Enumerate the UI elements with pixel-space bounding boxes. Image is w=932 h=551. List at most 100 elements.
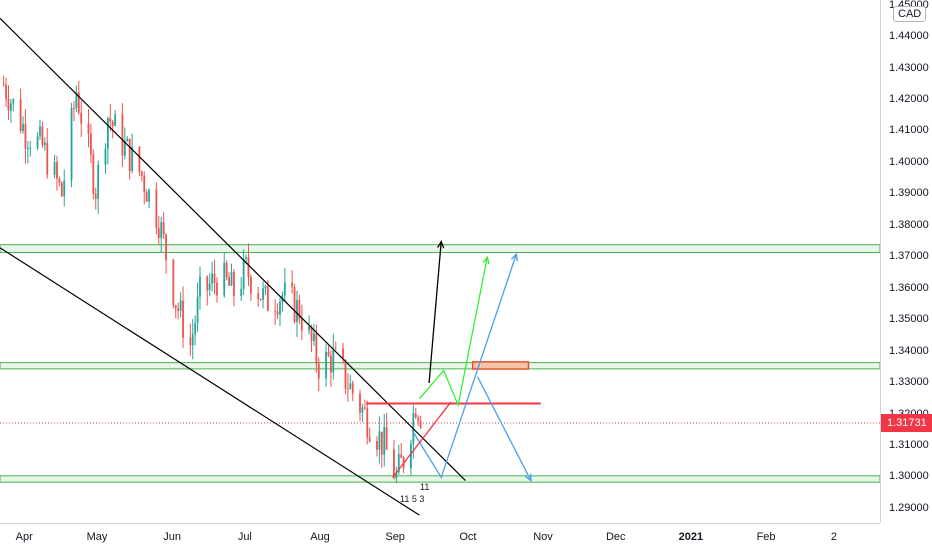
candle-body: [242, 258, 245, 289]
candle-body: [179, 300, 182, 311]
candle-body: [247, 257, 250, 277]
candle-body: [245, 257, 247, 259]
candle-body: [10, 103, 12, 111]
candle-body: [19, 99, 22, 131]
time-tick-label: Sep: [385, 531, 405, 543]
candle-body: [240, 288, 243, 297]
candle-body: [145, 191, 148, 202]
price-tick-label: 1.35000: [889, 313, 929, 326]
price-chart[interactable]: [0, 0, 880, 523]
price-tick-label: 1.31000: [889, 438, 929, 451]
candle-body: [366, 408, 369, 438]
candle-body: [39, 126, 41, 137]
candle-body: [228, 277, 230, 286]
candle-body: [56, 162, 58, 179]
time-tick-label: Oct: [459, 531, 477, 543]
price-tick-label: 1.38000: [889, 218, 929, 231]
candle-body: [7, 99, 10, 111]
candle-body: [194, 323, 197, 335]
candle-body: [397, 454, 400, 473]
candle-body: [223, 262, 226, 296]
candle-body: [109, 117, 112, 122]
candle-body: [157, 227, 160, 239]
price-tick-label: 1.43000: [889, 61, 929, 74]
candle-body: [400, 454, 403, 458]
candle-body: [160, 222, 163, 239]
time-tick-label: Jun: [163, 531, 181, 543]
price-tick-label: 1.41000: [889, 124, 929, 137]
price-tick-label: 1.30000: [889, 470, 929, 483]
candle-body: [332, 348, 335, 373]
candle-body: [266, 286, 269, 311]
candle-body: [90, 133, 92, 155]
candle-body: [208, 283, 211, 291]
candle-body: [315, 333, 318, 364]
candle-body: [94, 193, 97, 199]
price-axis[interactable]: 1.45000 1.44000 1.43000 1.42000 1.41000 1.400…: [880, 0, 932, 523]
candle-body: [279, 301, 281, 315]
last-price-badge: 1.31731: [881, 414, 932, 432]
candle-body: [414, 413, 417, 418]
candle-body: [330, 355, 332, 373]
candle-body: [106, 117, 109, 149]
candle-body: [298, 300, 301, 320]
candle-body: [283, 282, 286, 296]
time-tick-label: Aug: [310, 531, 330, 543]
candle-body: [26, 148, 29, 150]
candle-body: [257, 293, 260, 299]
candle-body: [138, 146, 141, 172]
candle-body: [114, 114, 117, 126]
candle-body: [211, 273, 214, 284]
candle-body: [291, 282, 294, 288]
candle-body: [308, 326, 310, 331]
candle-body: [77, 92, 80, 113]
candle-body: [259, 298, 262, 300]
time-tick-label: Feb: [756, 531, 776, 543]
currency-badge[interactable]: CAD: [893, 6, 927, 22]
candle-body: [351, 383, 354, 394]
candle-body: [196, 296, 199, 324]
time-tick-label: 2021: [678, 531, 704, 543]
candle-body: [376, 441, 378, 450]
time-tick-label: Apr: [15, 531, 33, 543]
candle-body: [104, 148, 107, 165]
candle-body: [206, 276, 209, 291]
candle-body: [73, 107, 75, 109]
price-tick-label: 1.29000: [889, 501, 929, 514]
price-tick-label: 1.36000: [889, 281, 929, 294]
candle-body: [174, 305, 177, 309]
candle-body: [250, 276, 252, 294]
price-tick-label: 1.45000: [889, 0, 929, 11]
projection-arrowhead-blue-1: [511, 252, 518, 262]
support-zone-2: [0, 362, 880, 370]
candle-body: [385, 427, 388, 450]
candle-body: [334, 348, 337, 350]
candle-body: [216, 282, 218, 296]
candle-body: [75, 92, 78, 109]
time-axis[interactable]: Apr May Jun Jul Aug Sep Oct Nov Dec 2021 Feb 2: [0, 523, 880, 551]
candle-body: [2, 84, 5, 86]
candle-body: [274, 310, 277, 312]
candle-body: [344, 360, 347, 389]
candle-body: [264, 286, 267, 289]
projection-black: [428, 241, 442, 384]
time-tick-label: Nov: [533, 531, 553, 543]
event-badge-1[interactable]: 11: [420, 482, 430, 492]
candle-body: [12, 99, 15, 104]
candle-body: [41, 126, 44, 146]
time-tick-label: 2: [830, 531, 837, 543]
candle-body: [313, 333, 315, 341]
candle-body: [296, 300, 298, 322]
candle-body: [368, 437, 371, 442]
candle-body: [293, 287, 296, 322]
candle-body: [126, 138, 129, 142]
candle-body: [410, 443, 412, 469]
candle-body: [80, 112, 83, 124]
event-badge-2[interactable]: 11 5 3: [400, 494, 425, 504]
candle-body: [43, 142, 46, 146]
candle-body: [128, 138, 131, 172]
candle-body: [58, 178, 61, 183]
candle-body: [5, 84, 7, 100]
time-tick-label: May: [86, 531, 108, 543]
